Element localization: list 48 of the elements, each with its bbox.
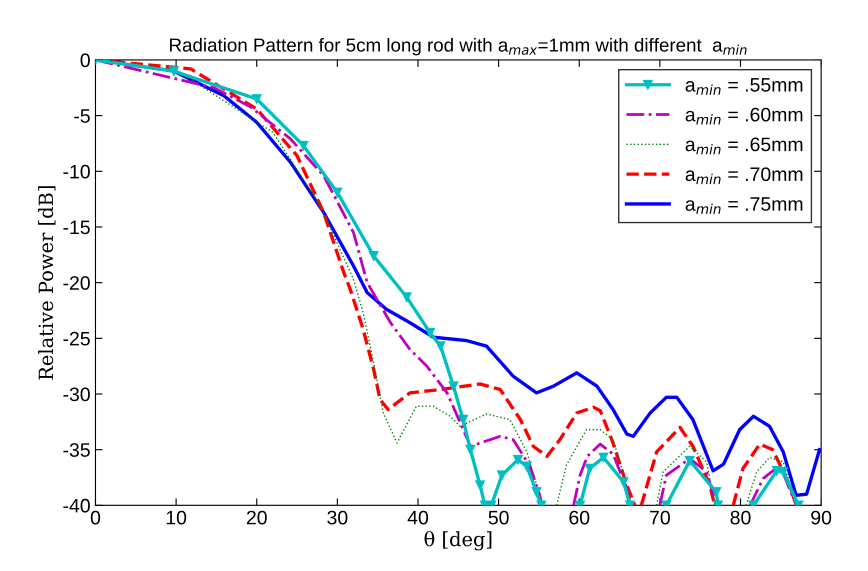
x-tick-label: 70 [650,510,670,524]
legend-label: a$_{min}$ = .55mm [686,78,802,95]
x-tick-label: 40 [408,510,428,524]
point [368,251,379,261]
x-tick-label: 0 [90,510,100,524]
point [532,487,542,497]
point [711,487,722,497]
legend-label: a$_{min}$ = .70mm [686,167,802,184]
y-tick-label: -5 [74,109,90,123]
x-tick-label: 20 [246,510,267,524]
point [618,477,628,487]
x-axis-title: θ [deg] [424,531,492,550]
y-tick-label: -10 [63,164,90,179]
point [684,456,695,466]
y-tick-label: -40 [63,498,90,513]
y-tick-label: -35 [63,443,90,457]
legend-label: a$_{min}$ = .60mm [686,108,802,124]
x-tick-label: 30 [327,510,348,524]
point [252,94,262,104]
point [475,480,485,490]
y-tick-label: -25 [63,332,90,346]
point [513,454,523,465]
point [466,444,476,455]
point [298,140,308,151]
legend-label: a$_{min}$ = .65mm [686,138,802,154]
y-axis-title: Relative Power [dB] [38,186,56,380]
chart-title: Radiation Pattern for 5cm long rod with a$_{max}$=1mm with different a$_{min}$ [170,38,747,56]
point [168,66,179,76]
y-tick-label: -15 [63,220,90,234]
point [402,292,412,302]
point [522,462,532,472]
point [598,452,608,462]
x-tick-label: 90 [811,510,832,524]
y-tick-label: -30 [63,387,90,402]
point [425,328,435,338]
point [496,470,507,480]
point [458,414,468,424]
point [436,341,446,351]
x-tick-label: 60 [569,510,590,524]
x-tick-label: 50 [488,510,509,524]
y-tick-label: -20 [63,276,90,290]
point [448,381,458,392]
x-tick-label: 80 [730,510,751,524]
point [332,188,342,198]
y-tick-label: 0 [80,53,90,68]
x-tick-label: 10 [166,510,186,524]
point [584,464,595,474]
legend-label: a$_{min}$ = .75mm [686,197,802,214]
